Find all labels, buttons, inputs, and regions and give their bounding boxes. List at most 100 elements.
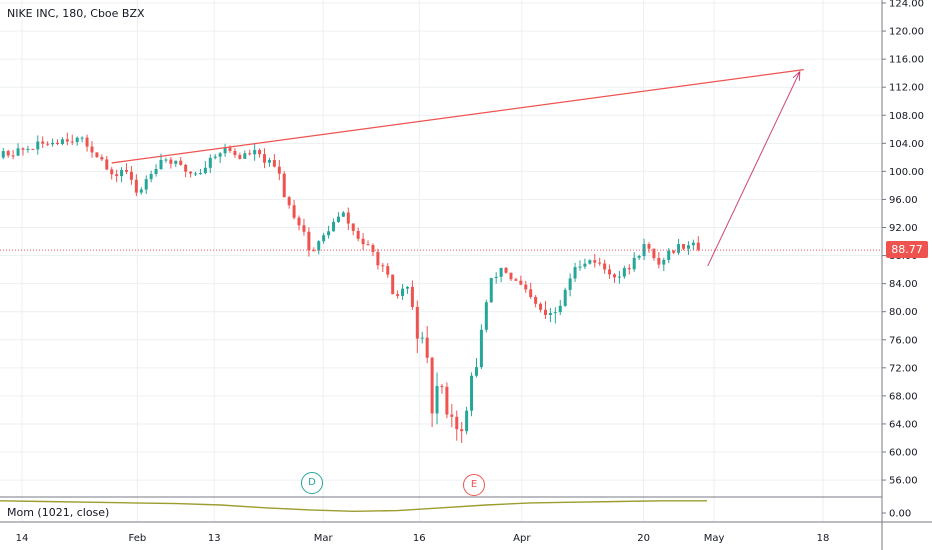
time-tick-label: 16 <box>413 533 426 544</box>
price-tick-label: 116.00 <box>889 55 924 66</box>
event-marker-e[interactable]: E <box>463 474 485 496</box>
price-tick-label: 60.00 <box>889 448 918 459</box>
candle-body <box>573 267 577 279</box>
candle-body <box>682 244 686 249</box>
candle-body <box>415 306 419 339</box>
candle-body <box>632 257 636 270</box>
candle-body <box>223 147 227 154</box>
candle-body <box>189 171 193 174</box>
candle-body <box>494 276 498 278</box>
candle-body <box>548 312 552 315</box>
candle-body <box>563 289 567 306</box>
price-tick-label: 108.00 <box>889 111 924 122</box>
time-tick-label: 14 <box>16 533 29 544</box>
candle-body <box>612 274 616 278</box>
candle-body <box>484 302 488 330</box>
candle-body <box>627 268 631 270</box>
candle-body <box>272 160 276 167</box>
candle-body <box>489 277 493 303</box>
momentum-indicator <box>0 500 707 513</box>
candle-body <box>267 160 271 163</box>
candle-body <box>657 258 661 265</box>
candle-body <box>583 263 587 267</box>
candle-body <box>16 148 20 156</box>
time-tick-label: 13 <box>208 533 221 544</box>
candle-body <box>450 414 454 417</box>
candle-body <box>425 337 429 358</box>
chart-grid <box>0 0 882 522</box>
candle-body <box>696 242 700 250</box>
candle-body <box>474 367 478 376</box>
candle-body <box>672 250 676 253</box>
candle-body <box>228 147 232 151</box>
candle-body <box>105 159 109 170</box>
candle-body <box>60 139 64 145</box>
candle-body <box>529 289 533 298</box>
candle-body <box>233 150 237 156</box>
price-tick-label: 104.00 <box>889 139 924 150</box>
price-tick-label: 80.00 <box>889 307 918 318</box>
indicator-label[interactable]: Mom (1021, close) <box>7 506 110 519</box>
candle-body <box>351 223 355 231</box>
candle-body <box>568 278 572 290</box>
candle-body <box>435 385 439 414</box>
candle-body <box>371 245 375 252</box>
candle-body <box>603 263 607 270</box>
candle-body <box>539 303 543 310</box>
symbol-title[interactable]: NIKE INC, 180, Cboe BZX <box>7 7 145 20</box>
candle-body <box>455 416 459 430</box>
candle-body <box>174 160 178 164</box>
candle-body <box>637 255 641 258</box>
candle-body <box>401 288 405 296</box>
candle-body <box>317 241 321 251</box>
candle-body <box>124 170 128 172</box>
candle-body <box>129 171 133 180</box>
drawing-overlays <box>0 69 882 267</box>
candle-body <box>332 221 336 232</box>
price-tick-label: 92.00 <box>889 223 918 234</box>
price-tick-label: 84.00 <box>889 279 918 290</box>
candle-body <box>504 267 508 273</box>
candle-body <box>198 173 202 175</box>
candle-body <box>617 276 621 278</box>
candle-body <box>410 286 414 307</box>
candle-body <box>667 250 671 260</box>
candle-body <box>346 212 350 224</box>
candle-body <box>470 375 474 411</box>
candle-body <box>366 244 370 246</box>
candle-body <box>499 267 503 277</box>
last-price-tag: 88.77 <box>886 241 928 258</box>
candle-body <box>80 137 84 139</box>
candle-body <box>292 205 296 218</box>
candle-body <box>543 309 547 315</box>
candle-body <box>248 153 252 155</box>
time-tick-label: Apr <box>513 533 531 544</box>
candle-body <box>652 248 656 259</box>
candle-body <box>391 274 395 295</box>
candle-body <box>381 265 385 267</box>
candle-body <box>622 268 626 277</box>
candle-body <box>46 143 50 145</box>
candle-body <box>302 225 306 232</box>
price-tick-label: 64.00 <box>889 419 918 430</box>
candle-body <box>100 157 104 160</box>
candle-body <box>51 142 55 145</box>
candle-body <box>460 429 464 432</box>
projection-arrow-head <box>792 70 801 81</box>
candle-body <box>445 386 449 415</box>
candle-body <box>75 137 79 143</box>
candle-body <box>440 385 444 387</box>
price-axis: 56.00 60.00 64.00 68.00 72.00 76.00 80.00 84.00… <box>881 0 924 550</box>
price-tick-label: 76.00 <box>889 335 918 346</box>
candle-body <box>519 280 523 285</box>
candle-body <box>465 410 469 432</box>
candle-body <box>55 142 59 145</box>
event-marker-d[interactable]: D <box>301 472 323 494</box>
candle-body <box>243 153 247 159</box>
candle-body <box>203 167 207 174</box>
time-tick-label: Mar <box>314 533 334 544</box>
candle-body <box>509 272 513 280</box>
candle-body <box>578 266 582 268</box>
candle-body <box>405 286 409 289</box>
